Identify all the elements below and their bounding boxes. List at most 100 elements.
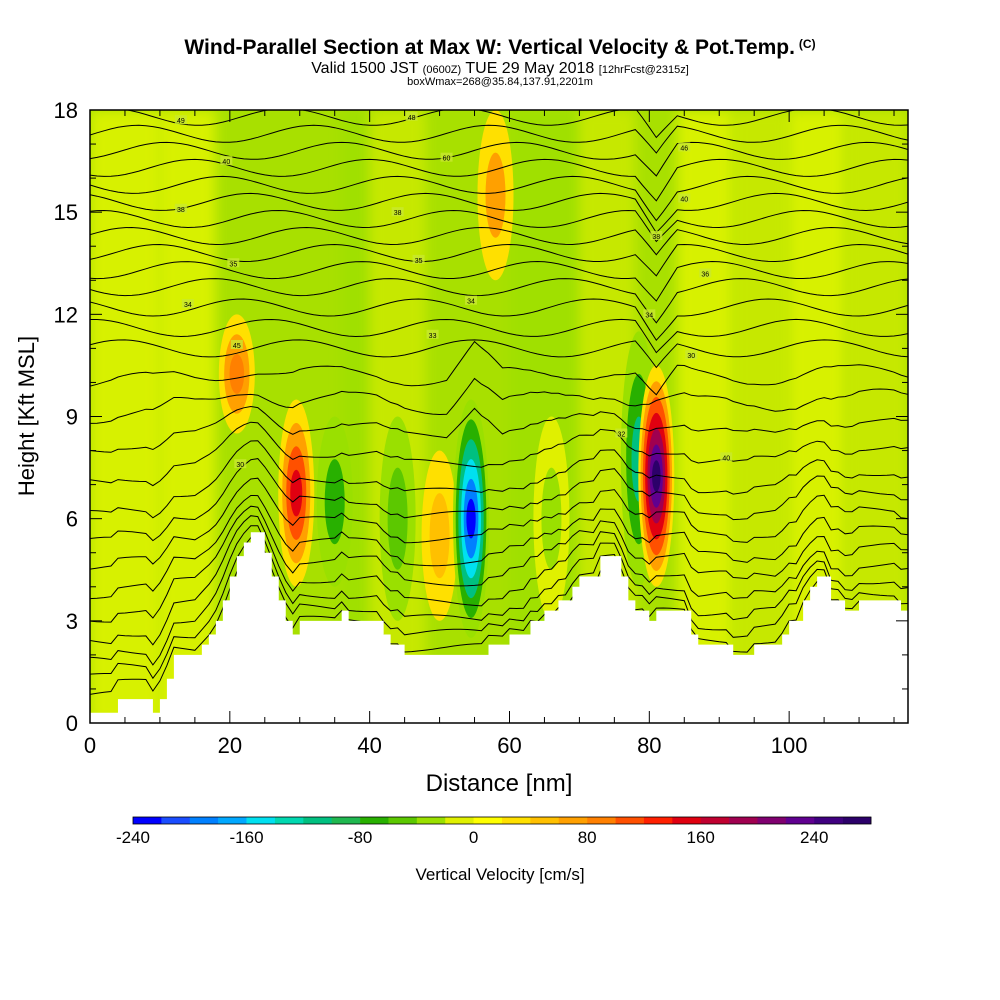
theta-label: 48: [405, 111, 418, 122]
theta-contour: [90, 377, 908, 424]
colorbar-frame: [132, 816, 872, 825]
velocity-contour-fill: [429, 493, 450, 579]
theta-label: 34: [465, 295, 478, 306]
theta-label-text: 40: [722, 455, 730, 462]
theta-contour: [90, 260, 908, 302]
colorbar-tick-label: 160: [687, 828, 715, 847]
theta-label-bg: [615, 428, 628, 438]
colorbar-swatch: [814, 817, 843, 824]
theta-label: 36: [699, 268, 712, 278]
y-tick-label: 6: [66, 507, 78, 532]
colorbar-swatch: [246, 817, 276, 824]
theta-contour: [90, 124, 908, 154]
theta-contour: [90, 175, 908, 222]
velocity-contour-fill: [485, 152, 506, 238]
colorbar-swatch: [615, 817, 645, 824]
theta-contour: [90, 226, 908, 256]
x-tick-label: 40: [357, 733, 381, 758]
colorbar-swatch: [303, 817, 332, 824]
theta-contour: [90, 243, 908, 277]
theta-contour: [90, 298, 908, 342]
theta-label-bg: [685, 350, 698, 360]
theta-contours: [90, 110, 908, 695]
theta-label: 32: [615, 428, 628, 439]
theta-label-text: 38: [394, 210, 402, 217]
theta-label: 34: [643, 309, 656, 319]
theta-label-bg: [227, 258, 240, 268]
theta-label-text: 35: [229, 261, 237, 268]
theta-label-bg: [220, 156, 233, 166]
theta-label-bg: [174, 203, 187, 213]
copyright-mark: (C): [798, 37, 816, 51]
theta-label: 60: [440, 152, 453, 163]
theta-label-bg: [650, 231, 663, 241]
theta-label-bg: [181, 299, 194, 309]
theta-label-bg: [426, 329, 439, 339]
valid-utc: (0600Z): [422, 64, 462, 76]
valid-time: Valid 1500 JST: [311, 60, 419, 77]
x-tick-label: 100: [771, 733, 808, 758]
theta-label-text: 38: [652, 234, 660, 241]
colorbar: [132, 816, 872, 825]
velocity-features: [218, 110, 675, 638]
colorbar-swatch: [388, 817, 418, 824]
theta-label-bg: [678, 193, 691, 203]
theta-label: 38: [650, 231, 663, 241]
theta-contour: [90, 494, 908, 600]
forecast-info: [12hrFcst@2315z]: [598, 64, 689, 76]
velocity-cell: [638, 365, 675, 587]
theta-contour: [90, 515, 908, 646]
velocity-contour-fill: [229, 354, 245, 394]
y-tick-label: 18: [54, 98, 78, 123]
theta-contour: [90, 458, 908, 542]
colorbar-swatch: [360, 817, 389, 824]
theta-contour: [90, 339, 908, 369]
theta-label-text: 36: [701, 271, 709, 278]
colorbar-swatch: [416, 817, 446, 824]
theta-label-bg: [234, 459, 247, 469]
theta-label: 30: [234, 459, 247, 469]
colorbar-tick-label: -160: [230, 828, 264, 847]
velocity-cell: [218, 314, 255, 434]
y-tick-label: 3: [66, 609, 78, 634]
colorbar-swatch: [530, 817, 560, 824]
theta-label-text: 30: [236, 462, 244, 469]
colorbar-swatch: [218, 817, 247, 824]
x-tick-label: 80: [637, 733, 661, 758]
theta-label: 49: [174, 115, 187, 125]
colorbar-tick-label: -80: [348, 828, 373, 847]
theta-contour: [90, 340, 908, 396]
colorbar-tick-label: -240: [116, 828, 150, 847]
theta-label: 40: [720, 452, 733, 462]
colorbar-swatch: [502, 817, 531, 824]
colorbar-swatch: [161, 817, 191, 824]
theta-label-text: 45: [233, 343, 241, 350]
box-info: boxWmax=268@35.84,137.91,2201m: [407, 76, 593, 88]
colorbar-swatch: [189, 817, 219, 824]
colorbar-swatch: [729, 817, 758, 824]
colorbar-swatch: [558, 817, 588, 824]
theta-label-bg: [643, 309, 656, 319]
velocity-cell: [477, 110, 514, 281]
background-band: [159, 110, 216, 723]
theta-contour: [90, 318, 908, 354]
theta-label-bg: [391, 207, 404, 217]
theta-label-text: 34: [467, 299, 475, 306]
y-tick-label: 9: [66, 405, 78, 430]
colorbar-label: Vertical Velocity [cm/s]: [415, 865, 584, 884]
theta-contour: [90, 209, 908, 243]
theta-label-text: 49: [177, 118, 185, 125]
valid-date: TUE 29 May 2018: [465, 60, 595, 77]
theta-label-text: 60: [443, 156, 451, 163]
theta-label: 46: [678, 142, 691, 152]
velocity-contour-fill: [387, 467, 408, 570]
colorbar-swatch: [785, 817, 815, 824]
theta-contour: [90, 440, 908, 519]
colorbar-swatch: [842, 817, 872, 824]
theta-label: 40: [220, 156, 233, 166]
colorbar-swatch: [445, 817, 474, 824]
theta-label: 45: [230, 339, 243, 350]
